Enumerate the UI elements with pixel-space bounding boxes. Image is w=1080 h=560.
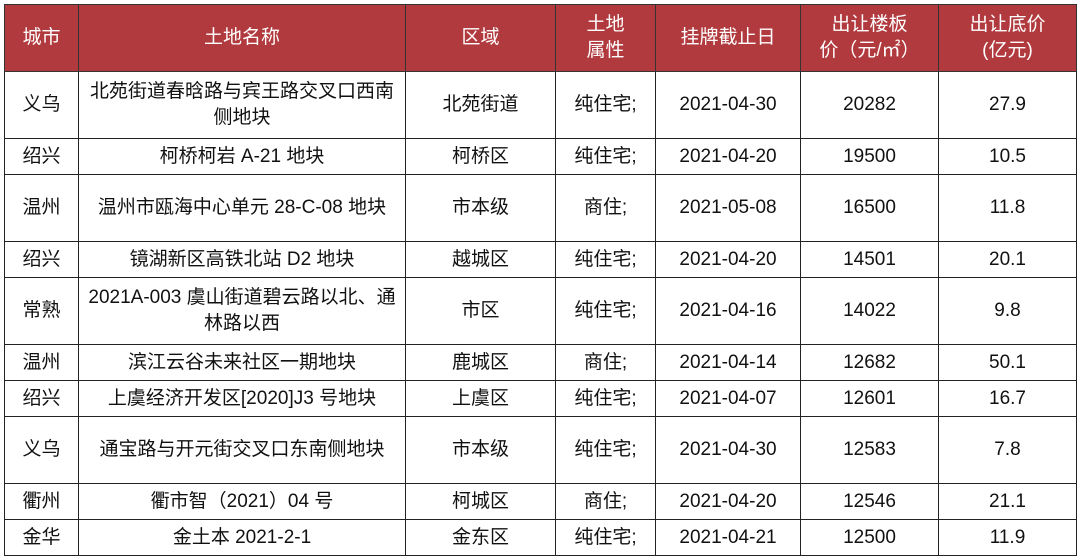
cell-land-type: 纯住宅; — [555, 277, 656, 345]
cell-land-type: 商住; — [555, 174, 656, 242]
cell-base-price: 50.1 — [938, 344, 1077, 381]
table-row: 衢州 衢市智（2021）04 号柯城区 商住; 2021-04-20 12546 21.1 — [4, 483, 1077, 520]
cell-district: 柯城区 — [405, 483, 556, 520]
cell-base-price: 11.8 — [938, 174, 1077, 242]
cell-land-name: 温州市瓯海中心单元 28-C-08 地块 — [78, 174, 406, 242]
cell-land-name: 滨江云谷未来社区一期地块 — [78, 344, 406, 381]
cell-land-type: 纯住宅; — [555, 380, 656, 417]
header-line: 挂牌截止日 — [680, 27, 776, 48]
cell-district: 鹿城区 — [405, 344, 556, 381]
cell-deadline: 2021-04-07 — [655, 380, 801, 417]
cell-city: 金华 — [4, 519, 79, 556]
cell-land-name: 镜湖新区高铁北站 D2 地块 — [78, 241, 406, 278]
cell-district: 越城区 — [405, 241, 556, 278]
cell-deadline: 2021-04-30 — [655, 71, 801, 139]
column-header-deadline: 挂牌截止日 — [655, 4, 801, 72]
cell-deadline: 2021-04-14 — [655, 344, 801, 381]
cell-land-type: 纯住宅; — [555, 71, 656, 139]
table-row: 温州 温州市瓯海中心单元 28-C-08 地块 市本级 商住; 2021-05-08 16… — [4, 174, 1077, 242]
table-row: 常熟 2021A-003 虞山街道碧云路以北、通林路以西 市区 纯住宅; 2021-04… — [4, 277, 1077, 345]
cell-district: 市本级 — [405, 416, 556, 484]
cell-base-price: 11.9 — [938, 519, 1077, 556]
header-line: 城市 — [22, 27, 61, 48]
cell-floor-price: 19500 — [800, 138, 939, 175]
header-line: 出让底价 — [969, 14, 1046, 35]
cell-land-type: 纯住宅; — [555, 138, 656, 175]
cell-land-type: 纯住宅; — [555, 416, 656, 484]
cell-district: 柯桥区 — [405, 138, 556, 175]
cell-city: 绍兴 — [4, 138, 79, 175]
cell-city: 义乌 — [4, 71, 79, 139]
cell-base-price: 16.7 — [938, 380, 1077, 417]
cell-city: 常熟 — [4, 277, 79, 345]
cell-deadline: 2021-04-16 — [655, 277, 801, 345]
column-header-land-type: 土地属性 — [555, 4, 656, 72]
cell-base-price: 9.8 — [938, 277, 1077, 345]
cell-city: 绍兴 — [4, 241, 79, 278]
table-row: 金华 金土本 2021-2-1 金东区 纯住宅; 2021-04-21 12500 11.9 — [4, 519, 1077, 556]
cell-city: 绍兴 — [4, 380, 79, 417]
header-line: 价（元/㎡） — [819, 40, 920, 61]
cell-deadline: 2021-04-20 — [655, 241, 801, 278]
table-row: 义乌 北苑街道春晗路与宾王路交叉口西南侧地块 北苑街道 纯住宅; 2021-04-30 2… — [4, 71, 1077, 139]
column-header-district: 区域 — [405, 4, 556, 72]
table-row: 绍兴 上虞经济开发区[2020]J3 号地块 上虞区 纯住宅; 2021-04-07 12… — [4, 380, 1077, 417]
cell-land-type: 商住; — [555, 483, 656, 520]
table-row: 温州 滨江云谷未来社区一期地块 鹿城区 商住; 2021-04-14 12682 50.1 — [4, 344, 1077, 381]
cell-floor-price: 14501 — [800, 241, 939, 278]
header-line: 区域 — [461, 27, 500, 48]
cell-base-price: 10.5 — [938, 138, 1077, 175]
cell-district: 市区 — [405, 277, 556, 345]
cell-deadline: 2021-04-30 — [655, 416, 801, 484]
cell-floor-price: 16500 — [800, 174, 939, 242]
cell-land-type: 纯住宅; — [555, 241, 656, 278]
cell-land-name: 金土本 2021-2-1 — [78, 519, 406, 556]
cell-base-price: 7.8 — [938, 416, 1077, 484]
table-row: 绍兴 柯桥柯岩 A-21 地块 柯桥区 纯住宅; 2021-04-20 19500 10.5 — [4, 138, 1077, 175]
cell-floor-price: 20282 — [800, 71, 939, 139]
cell-land-name: 2021A-003 虞山街道碧云路以北、通林路以西 — [78, 277, 406, 345]
column-header-city: 城市 — [4, 4, 79, 72]
cell-deadline: 2021-04-20 — [655, 483, 801, 520]
header-line: 土地名称 — [203, 27, 280, 48]
cell-district: 市本级 — [405, 174, 556, 242]
table-header-row: 城市 土地名称 区域 土地属性 挂牌截止日 出让楼板价（元/㎡） 出让底价 (亿元) — [4, 4, 1077, 72]
cell-floor-price: 12583 — [800, 416, 939, 484]
cell-land-name: 上虞经济开发区[2020]J3 号地块 — [78, 380, 406, 417]
cell-district: 北苑街道 — [405, 71, 556, 139]
header-label: 土地属性 — [586, 14, 625, 61]
cell-city: 衢州 — [4, 483, 79, 520]
cell-floor-price: 12601 — [800, 380, 939, 417]
cell-land-name: 衢市智（2021）04 号 — [78, 483, 406, 520]
cell-deadline: 2021-04-21 — [655, 519, 801, 556]
cell-city: 义乌 — [4, 416, 79, 484]
column-header-land-name: 土地名称 — [78, 4, 406, 72]
cell-district: 金东区 — [405, 519, 556, 556]
cell-land-type: 商住; — [555, 344, 656, 381]
cell-floor-price: 14022 — [800, 277, 939, 345]
cell-land-name: 通宝路与开元街交叉口东南侧地块 — [78, 416, 406, 484]
land-auction-table: 城市 土地名称 区域 土地属性 挂牌截止日 出让楼板 价（元/㎡） 出让底价 (亿元) 义乌 北苑… — [4, 4, 1077, 556]
cell-land-name: 北苑街道春晗路与宾王路交叉口西南侧地块 — [78, 71, 406, 139]
cell-city: 温州 — [4, 344, 79, 381]
cell-base-price: 21.1 — [938, 483, 1077, 520]
header-line: 出让楼板 — [831, 14, 908, 35]
cell-base-price: 20.1 — [938, 241, 1077, 278]
cell-district: 上虞区 — [405, 380, 556, 417]
table-row: 义乌 通宝路与开元街交叉口东南侧地块 市本级 纯住宅; 2021-04-30 12583 7… — [4, 416, 1077, 484]
cell-deadline: 2021-05-08 — [655, 174, 801, 242]
cell-land-type: 纯住宅; — [555, 519, 656, 556]
header-line: (亿元) — [982, 40, 1033, 61]
cell-floor-price: 12682 — [800, 344, 939, 381]
column-header-floor-price: 出让楼板价（元/㎡） — [800, 4, 939, 72]
cell-land-name: 柯桥柯岩 A-21 地块 — [78, 138, 406, 175]
table-row: 绍兴 镜湖新区高铁北站 D2 地块 越城区 纯住宅; 2021-04-20 14501 20… — [4, 241, 1077, 278]
column-header-base-price: 出让底价 (亿元) — [938, 4, 1077, 72]
cell-deadline: 2021-04-20 — [655, 138, 801, 175]
cell-floor-price: 12500 — [800, 519, 939, 556]
cell-floor-price: 12546 — [800, 483, 939, 520]
cell-city: 温州 — [4, 174, 79, 242]
cell-base-price: 27.9 — [938, 71, 1077, 139]
